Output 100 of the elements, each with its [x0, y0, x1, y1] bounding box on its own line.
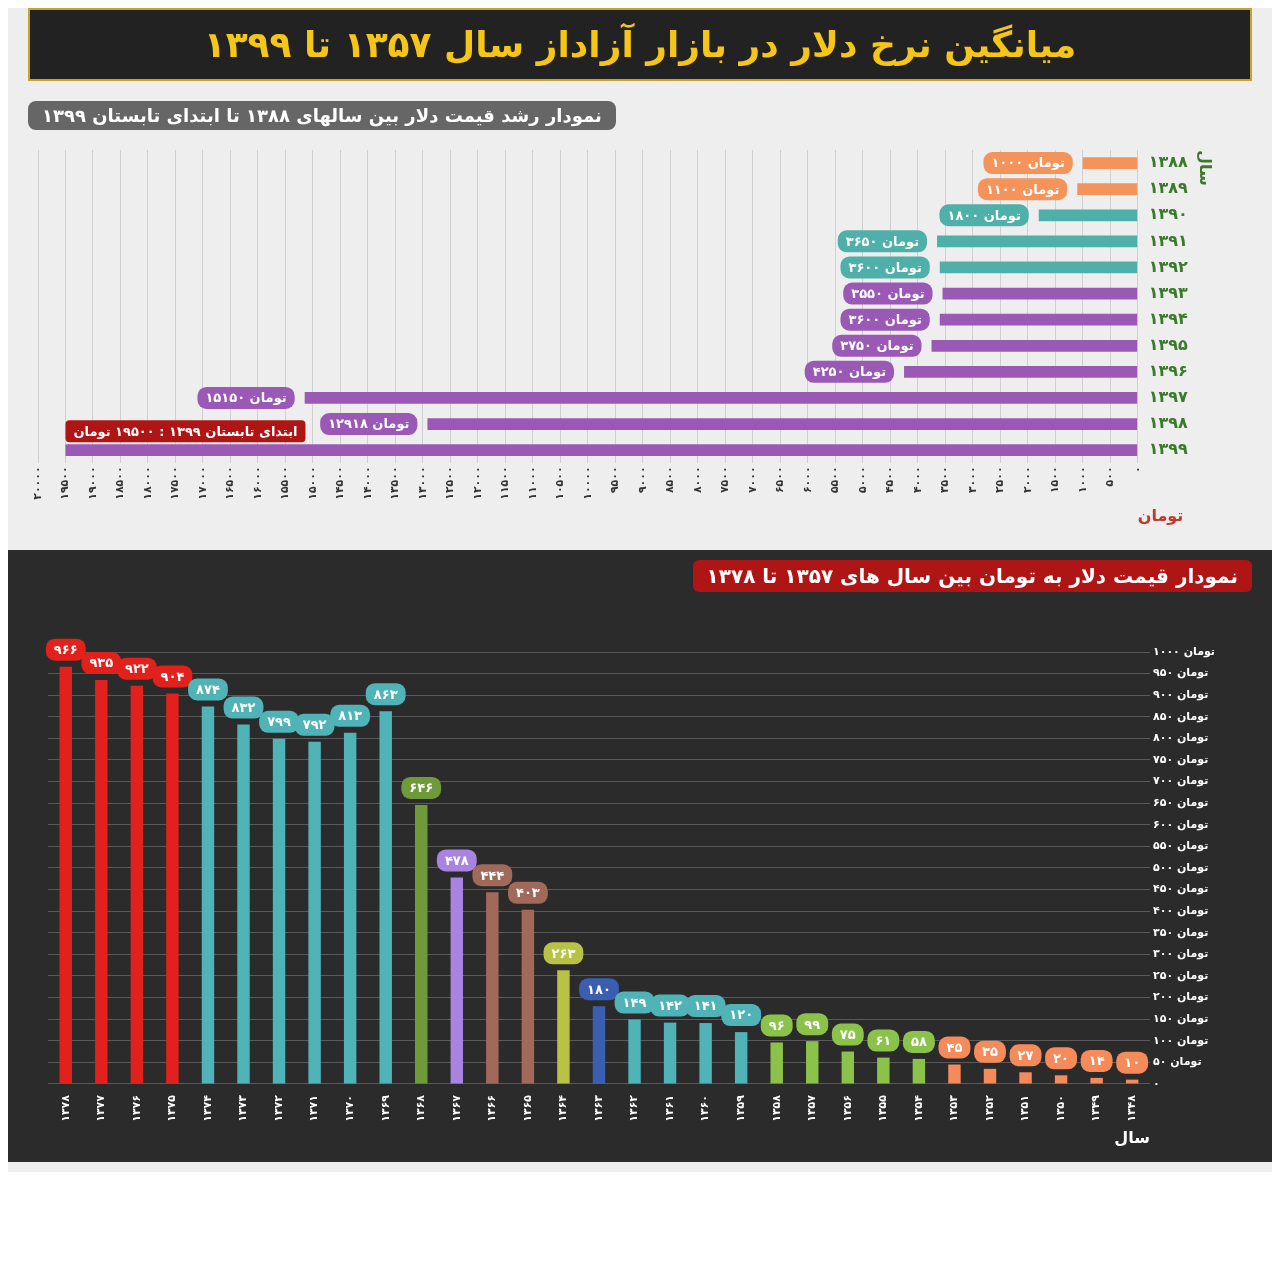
x-tick-label: ۱۳۷۶ [129, 1094, 143, 1122]
x-tick-label: ۱۳۶۴ [556, 1094, 570, 1122]
x-tick-label: ۱۳۵۲ [982, 1094, 996, 1122]
data-label: ۹۹ [804, 1016, 821, 1032]
bar [415, 804, 428, 1084]
bar [1090, 1077, 1103, 1084]
bar [427, 418, 1138, 430]
x-tick-label: ۱۳۶۶ [485, 1094, 499, 1122]
data-label: ۱۴۹ [622, 994, 647, 1010]
bar [1082, 157, 1138, 169]
bar [942, 287, 1138, 300]
bar [486, 892, 499, 1084]
x-tick-label: ۲۵۰۰ [993, 466, 1007, 494]
x-tick-label: ۱۲۵۰۰ [443, 466, 457, 500]
bar [379, 711, 392, 1084]
data-label: ۸۳۲ [231, 699, 256, 715]
x-tick-label: ۱۳۵۶ [840, 1094, 854, 1122]
x-tick-label: ۴۰۰۰ [910, 466, 924, 494]
bar [59, 666, 72, 1084]
data-label: ۸۷۴ [196, 681, 220, 697]
x-tick-label: ۱۳۵۳ [947, 1094, 961, 1122]
y-tick-label: ۱۳۹۴ [1148, 308, 1189, 328]
x-tick-label: ۶۵۰۰ [773, 466, 787, 494]
y-tick-label: ۵۵۰ تومان [1152, 839, 1209, 853]
y-tick-label: ۱۳۸۸ [1148, 152, 1189, 172]
data-label: ۳۶۵۰ تومان [845, 233, 920, 249]
x-tick-label: ۱۳۵۹ [734, 1094, 748, 1122]
data-label: ۱۴ [1088, 1053, 1105, 1069]
data-label: ۳۷۵۰ تومان [840, 338, 914, 354]
bar [983, 1068, 997, 1084]
data-label: ۱۴۱ [693, 998, 718, 1014]
x-tick-label: ۱۳۰۰۰ [415, 466, 429, 500]
x-tick-label: ۱۵۵۰۰ [278, 466, 292, 500]
data-label: ۱۵۱۵۰ تومان [205, 390, 287, 406]
bar [770, 1042, 783, 1084]
y-tick-label: ۸۵۰ تومان [1152, 709, 1209, 723]
x-tick-label: ۱۳۷۵ [165, 1094, 179, 1122]
bar [450, 877, 464, 1084]
data-label: ۲۷ [1017, 1047, 1034, 1063]
x-tick-label: ۱۶۰۰۰ [250, 466, 264, 500]
x-tick-label: ۱۳۶۷ [449, 1094, 463, 1122]
data-label: ۹۲۲ [124, 661, 149, 677]
x-tick-label: ۸۰۰۰ [690, 466, 704, 494]
x-tick-label: ۱۳۷۱ [307, 1094, 321, 1122]
bar [521, 909, 535, 1084]
x-tick-label: ۱۴۰۰۰ [360, 466, 374, 500]
data-label: ۳۶۰۰ تومان [848, 312, 922, 328]
x-tick-label: ۳۵۰۰ [938, 466, 952, 494]
data-label: ۲۶۳ [551, 945, 576, 961]
bar [939, 313, 1138, 326]
chart-subtitle: نمودار رشد قیمت دلار بین سالهای ۱۳۸۸ تا ابتدای تابستان ۱۳۹۹ [28, 101, 616, 130]
data-label: ۵۸ [910, 1034, 927, 1050]
y-tick-label: ۹۵۰ تومان [1152, 666, 1209, 680]
annotation: ابتدای تابستان ۱۳۹۹ : ۱۹۵۰۰ تومان [73, 423, 298, 439]
bar [904, 366, 1138, 378]
bar [931, 339, 1138, 352]
bar [877, 1057, 890, 1084]
bar [699, 1023, 712, 1084]
y-tick-label: ۲۰۰ تومان [1152, 990, 1209, 1004]
data-label: ۱۸۰ [587, 981, 611, 997]
x-tick-label: ۱۰۰۰ [1075, 466, 1089, 494]
x-tick-label: ۱۵۰۰ [1048, 466, 1062, 494]
bar [806, 1041, 819, 1084]
data-label: ۷۹۲ [302, 717, 327, 733]
bar [65, 444, 1138, 457]
data-label: ۸۶۳ [373, 686, 398, 702]
bar [1054, 1075, 1068, 1084]
x-tick-label: ۹۰۰۰ [635, 466, 649, 494]
x-tick-label: ۱۹۵۰۰ [58, 466, 72, 500]
x-tick-label: ۷۵۰۰ [718, 466, 732, 494]
y-tick-label: ۵۰ تومان [1152, 1055, 1202, 1069]
data-label: ۱۸۰۰ تومان [947, 207, 1021, 223]
bar [734, 1032, 748, 1084]
data-label: ۱۰ [1124, 1055, 1141, 1070]
x-tick-label: ۱۳۵۰۰ [388, 466, 402, 500]
data-label: ۴۲۵۰ تومان [812, 364, 887, 380]
x-tick-label: ۱۳۶۵ [520, 1094, 534, 1122]
y-tick-label: ۲۵۰ تومان [1152, 968, 1209, 982]
data-label: ۳۵ [982, 1044, 998, 1060]
y-tick-label: ۶۰۰ تومان [1152, 817, 1209, 831]
data-label: ۷۹۹ [267, 714, 292, 730]
data-label: ۶۴۶ [409, 780, 434, 796]
bar [663, 1022, 677, 1084]
bar [592, 1006, 606, 1084]
x-tick-label: ۱۳۷۸ [58, 1094, 72, 1122]
y-tick-label: ۱۳۹۵ [1148, 334, 1189, 354]
x-tick-label: ۱۲۰۰۰ [470, 466, 484, 500]
data-label: ۳۵۵۰ تومان [851, 285, 925, 301]
bar [95, 680, 108, 1084]
bar [272, 738, 286, 1084]
x-tick-label: ۱۳۵۰ [1053, 1094, 1067, 1122]
bar [937, 235, 1138, 248]
data-label: ۹۶۶ [53, 642, 78, 658]
bar [201, 706, 215, 1084]
bar [557, 970, 570, 1084]
bar [1077, 183, 1138, 196]
x-tick-label: ۱۳۶۲ [627, 1094, 641, 1122]
x-tick-label: ۳۰۰۰ [965, 466, 979, 494]
y-tick-label: ۷۵۰ تومان [1152, 752, 1209, 766]
y-tick-label: ۱۳۹۳ [1148, 282, 1189, 302]
